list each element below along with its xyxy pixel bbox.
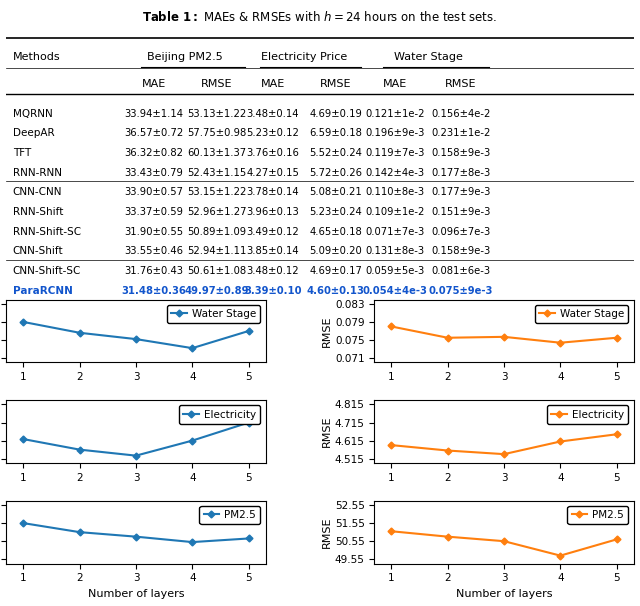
Text: 0.121±1e-2: 0.121±1e-2 bbox=[365, 108, 425, 119]
Text: RNN-RNN: RNN-RNN bbox=[13, 168, 61, 178]
Text: RMSE: RMSE bbox=[445, 79, 477, 89]
Text: 6.59±0.18: 6.59±0.18 bbox=[309, 128, 362, 138]
Text: Methods: Methods bbox=[13, 52, 60, 62]
Y-axis label: RMSE: RMSE bbox=[322, 516, 332, 548]
Text: 0.142±4e-3: 0.142±4e-3 bbox=[365, 168, 425, 178]
Text: 0.110±8e-3: 0.110±8e-3 bbox=[365, 187, 425, 198]
Text: 3.85±0.14: 3.85±0.14 bbox=[246, 246, 300, 256]
Text: CNN-CNN: CNN-CNN bbox=[13, 187, 62, 198]
Text: Beijing PM2.5: Beijing PM2.5 bbox=[147, 52, 223, 62]
Text: 60.13±1.37: 60.13±1.37 bbox=[187, 148, 246, 158]
Text: 33.90±0.57: 33.90±0.57 bbox=[124, 187, 183, 198]
Text: 49.97±0.89: 49.97±0.89 bbox=[184, 285, 249, 296]
Legend: Electricity: Electricity bbox=[179, 405, 260, 424]
Text: 33.55±0.46: 33.55±0.46 bbox=[124, 246, 183, 256]
Text: MQRNN: MQRNN bbox=[13, 108, 52, 119]
Text: 0.109±1e-2: 0.109±1e-2 bbox=[365, 207, 425, 217]
Text: $\mathbf{Table\ 1:}$ MAEs & RMSEs with $h = 24$ hours on the test sets.: $\mathbf{Table\ 1:}$ MAEs & RMSEs with $… bbox=[143, 10, 497, 24]
Text: 4.69±0.19: 4.69±0.19 bbox=[309, 108, 362, 119]
Text: 0.156±4e-2: 0.156±4e-2 bbox=[431, 108, 491, 119]
Text: 4.69±0.17: 4.69±0.17 bbox=[309, 266, 362, 276]
Text: 53.15±1.22: 53.15±1.22 bbox=[187, 187, 246, 198]
Text: 4.27±0.15: 4.27±0.15 bbox=[246, 168, 300, 178]
Text: 5.72±0.26: 5.72±0.26 bbox=[309, 168, 362, 178]
Text: 0.177±8e-3: 0.177±8e-3 bbox=[431, 168, 491, 178]
Text: 5.08±0.21: 5.08±0.21 bbox=[309, 187, 362, 198]
Text: Electricity Price: Electricity Price bbox=[261, 52, 348, 62]
Legend: PM2.5: PM2.5 bbox=[568, 506, 628, 524]
Text: MAE: MAE bbox=[383, 79, 408, 89]
Text: RNN-Shift: RNN-Shift bbox=[13, 207, 63, 217]
Text: DeepAR: DeepAR bbox=[13, 128, 54, 138]
Text: 3.78±0.14: 3.78±0.14 bbox=[246, 187, 300, 198]
Text: 0.158±9e-3: 0.158±9e-3 bbox=[431, 246, 491, 256]
Text: 31.90±0.55: 31.90±0.55 bbox=[124, 227, 183, 237]
Text: ParaRCNN: ParaRCNN bbox=[13, 285, 72, 296]
Text: 36.32±0.82: 36.32±0.82 bbox=[124, 148, 183, 158]
Text: RNN-Shift-SC: RNN-Shift-SC bbox=[13, 227, 81, 237]
Text: 3.96±0.13: 3.96±0.13 bbox=[246, 207, 300, 217]
Text: 5.23±0.12: 5.23±0.12 bbox=[246, 128, 300, 138]
Text: 52.43±1.15: 52.43±1.15 bbox=[187, 168, 246, 178]
Text: 0.196±9e-3: 0.196±9e-3 bbox=[365, 128, 425, 138]
Text: 33.94±1.14: 33.94±1.14 bbox=[124, 108, 183, 119]
Text: 0.054±4e-3: 0.054±4e-3 bbox=[363, 285, 428, 296]
Text: 31.76±0.43: 31.76±0.43 bbox=[124, 266, 183, 276]
Text: TFT: TFT bbox=[13, 148, 31, 158]
Text: CNN-Shift-SC: CNN-Shift-SC bbox=[13, 266, 81, 276]
Text: 33.37±0.59: 33.37±0.59 bbox=[124, 207, 183, 217]
Text: 52.94±1.11: 52.94±1.11 bbox=[187, 246, 246, 256]
Text: 0.231±1e-2: 0.231±1e-2 bbox=[431, 128, 491, 138]
Text: 3.48±0.12: 3.48±0.12 bbox=[246, 266, 300, 276]
Text: 57.75±0.98: 57.75±0.98 bbox=[187, 128, 246, 138]
X-axis label: Number of layers: Number of layers bbox=[456, 589, 552, 599]
Y-axis label: RMSE: RMSE bbox=[322, 416, 332, 447]
Text: 0.096±7e-3: 0.096±7e-3 bbox=[431, 227, 491, 237]
Text: 0.177±9e-3: 0.177±9e-3 bbox=[431, 187, 491, 198]
Text: 0.071±7e-3: 0.071±7e-3 bbox=[365, 227, 425, 237]
Text: 3.49±0.12: 3.49±0.12 bbox=[246, 227, 300, 237]
Legend: PM2.5: PM2.5 bbox=[200, 506, 260, 524]
Text: 3.48±0.14: 3.48±0.14 bbox=[246, 108, 300, 119]
X-axis label: Number of layers: Number of layers bbox=[88, 589, 184, 599]
Text: 0.081±6e-3: 0.081±6e-3 bbox=[431, 266, 491, 276]
Y-axis label: RMSE: RMSE bbox=[323, 315, 332, 347]
Text: 50.61±1.08: 50.61±1.08 bbox=[187, 266, 246, 276]
Text: 5.23±0.24: 5.23±0.24 bbox=[309, 207, 362, 217]
Text: 3.76±0.16: 3.76±0.16 bbox=[246, 148, 300, 158]
Text: MAE: MAE bbox=[261, 79, 285, 89]
Legend: Electricity: Electricity bbox=[547, 405, 628, 424]
Text: 36.57±0.72: 36.57±0.72 bbox=[124, 128, 184, 138]
Text: 0.059±5e-3: 0.059±5e-3 bbox=[365, 266, 425, 276]
Text: Water Stage: Water Stage bbox=[394, 52, 463, 62]
Text: 50.89±1.09: 50.89±1.09 bbox=[187, 227, 246, 237]
Text: 0.131±8e-3: 0.131±8e-3 bbox=[365, 246, 425, 256]
Text: 3.39±0.10: 3.39±0.10 bbox=[244, 285, 301, 296]
Text: 0.119±7e-3: 0.119±7e-3 bbox=[365, 148, 425, 158]
Text: 4.65±0.18: 4.65±0.18 bbox=[309, 227, 362, 237]
Text: 0.151±9e-3: 0.151±9e-3 bbox=[431, 207, 491, 217]
Text: 33.43±0.79: 33.43±0.79 bbox=[124, 168, 183, 178]
Text: CNN-Shift: CNN-Shift bbox=[13, 246, 63, 256]
Text: 0.075±9e-3: 0.075±9e-3 bbox=[429, 285, 493, 296]
Text: 0.158±9e-3: 0.158±9e-3 bbox=[431, 148, 491, 158]
Text: 53.13±1.22: 53.13±1.22 bbox=[187, 108, 246, 119]
Text: RMSE: RMSE bbox=[201, 79, 232, 89]
Legend: Water Stage: Water Stage bbox=[167, 305, 260, 323]
Text: 52.96±1.27: 52.96±1.27 bbox=[187, 207, 246, 217]
Text: 5.09±0.20: 5.09±0.20 bbox=[309, 246, 362, 256]
Text: 4.60±0.13: 4.60±0.13 bbox=[307, 285, 365, 296]
Legend: Water Stage: Water Stage bbox=[535, 305, 628, 323]
Text: RMSE: RMSE bbox=[320, 79, 351, 89]
Text: 31.48±0.36: 31.48±0.36 bbox=[122, 285, 186, 296]
Text: 5.52±0.24: 5.52±0.24 bbox=[309, 148, 362, 158]
Text: MAE: MAE bbox=[141, 79, 166, 89]
